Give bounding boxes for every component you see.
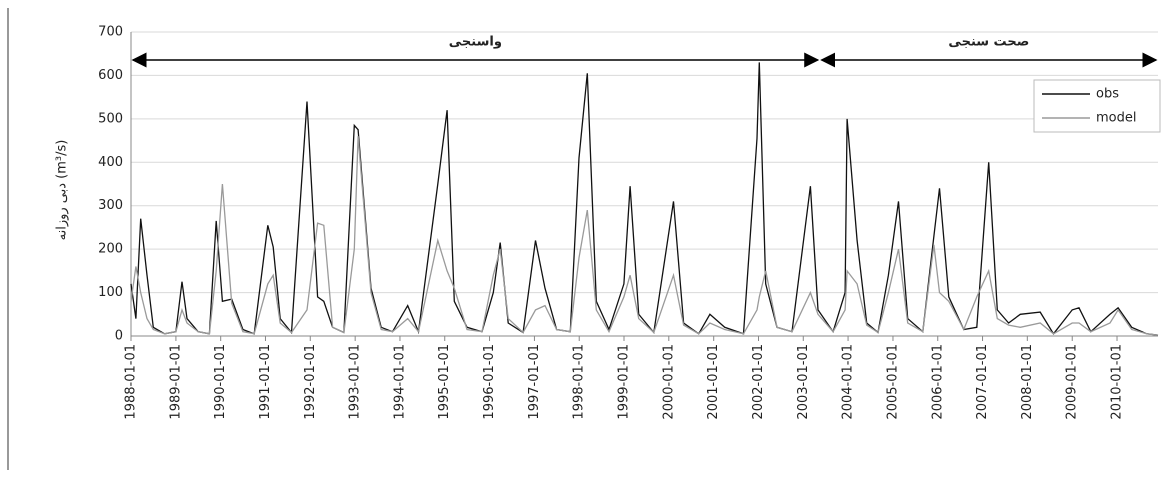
x-tick-label: 1990-01-01 — [213, 344, 228, 420]
x-tick-label: 1991-01-01 — [258, 344, 273, 420]
x-tick-label: 1989-01-01 — [168, 344, 183, 420]
x-tick-label: 2004-01-01 — [841, 344, 856, 420]
x-tick-label: 2000-01-01 — [661, 344, 676, 420]
period-label: واسنجی — [449, 35, 502, 50]
x-tick-label: 2009-01-01 — [1065, 344, 1080, 420]
x-tick-label: 2003-01-01 — [796, 344, 811, 420]
y-axis-label: دبی روزانه (m³/s) — [55, 140, 70, 241]
x-tick-label: 1988-01-01 — [124, 344, 139, 420]
x-tick-label: 1994-01-01 — [392, 344, 407, 420]
legend-box — [1033, 79, 1161, 133]
x-tick-label: 2010-01-01 — [1110, 344, 1125, 420]
x-tick-label: 2005-01-01 — [885, 344, 900, 420]
series-line — [130, 62, 1159, 336]
y-tick-label: 100 — [98, 285, 123, 300]
y-tick-label: 400 — [98, 155, 123, 170]
x-tick-label: 2006-01-01 — [930, 344, 945, 420]
y-tick-label: 200 — [98, 242, 123, 257]
x-tick-label: 1998-01-01 — [572, 344, 587, 420]
series-line — [130, 136, 1159, 336]
x-tick-label: 1999-01-01 — [617, 344, 632, 420]
x-tick-label: 2002-01-01 — [751, 344, 766, 420]
x-tick-label: 1992-01-01 — [303, 344, 318, 420]
legend-label: obs — [1096, 87, 1119, 102]
x-tick-label: 1995-01-01 — [437, 344, 452, 420]
x-tick-label: 1996-01-01 — [482, 344, 497, 420]
x-tick-label: 1993-01-01 — [348, 344, 363, 420]
y-tick-label: 0 — [115, 329, 123, 344]
y-tick-label: 600 — [98, 68, 123, 83]
y-tick-label: 700 — [98, 25, 123, 40]
x-tick-label: 2001-01-01 — [706, 344, 721, 420]
x-tick-label: 2007-01-01 — [975, 344, 990, 420]
x-tick-label: 2008-01-01 — [1020, 344, 1035, 420]
y-tick-label: 300 — [98, 198, 123, 213]
y-tick-label: 500 — [98, 111, 123, 126]
legend-label: model — [1096, 111, 1136, 126]
x-tick-label: 1997-01-01 — [527, 344, 542, 420]
period-label: صحت سنجی — [948, 35, 1029, 50]
